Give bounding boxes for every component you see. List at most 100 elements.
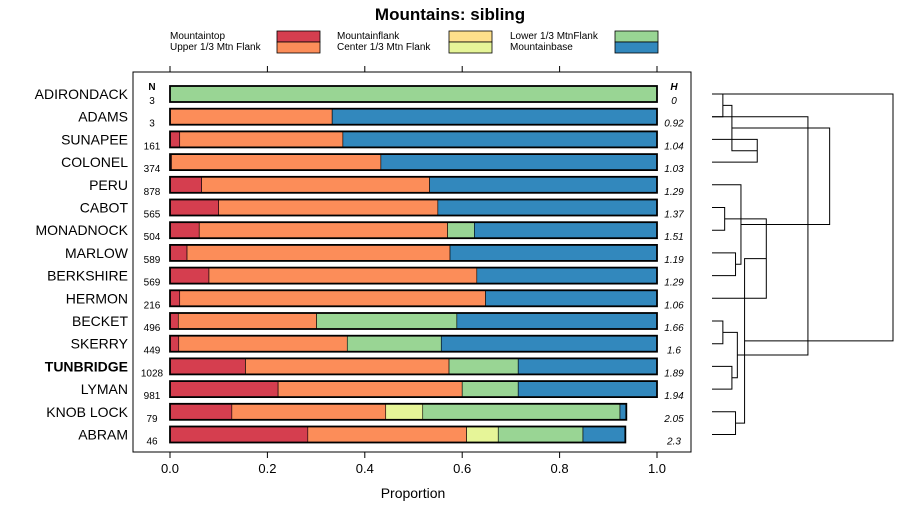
n-value: 449 — [144, 346, 161, 357]
bar-segment-upper-1-3-mtn-flank — [198, 221, 448, 239]
category-label: ADAMS — [78, 109, 128, 125]
dendrogram-link — [712, 93, 894, 342]
n-value: 216 — [144, 300, 161, 311]
dendrogram-link — [712, 116, 809, 356]
bar-segment-mountainbase — [456, 312, 658, 330]
dendrogram-link — [712, 320, 724, 345]
bar-segment-mountaintop — [169, 221, 200, 239]
bar-segment-mountainbase — [517, 358, 658, 375]
legend-swatch-mountaintop — [276, 30, 321, 43]
legend-label-lower-1-3-mtnflank: Lower 1/3 MtnFlank — [510, 31, 599, 42]
bar-segment-lower-1-3-mtnflank — [461, 380, 519, 398]
h-value: 1.89 — [664, 368, 684, 379]
category-label: BECKET — [72, 313, 128, 329]
category-label: PERU — [89, 177, 128, 193]
legend-label-mountaintop: Mountaintop — [170, 31, 225, 42]
bar-outline — [169, 243, 658, 262]
bar-outline — [169, 425, 627, 444]
bar-outline — [169, 107, 658, 126]
chart-title: Mountains: sibling — [375, 5, 525, 24]
dendrogram — [712, 93, 894, 435]
h-value: 2.05 — [663, 414, 684, 425]
bar-segment-mountainbase — [342, 131, 658, 148]
bar-outline — [169, 175, 658, 194]
bar-segment-mountaintop — [169, 199, 220, 216]
bar-segment-mountaintop — [169, 289, 181, 307]
h-value: 0 — [671, 96, 677, 107]
bar-segment-lower-1-3-mtnflank — [422, 403, 621, 421]
x-tick-label: 0.6 — [453, 461, 471, 476]
bar-segment-upper-1-3-mtn-flank — [218, 199, 439, 216]
bar-segment-mountaintop — [169, 267, 210, 284]
bar-segment-mountaintop — [169, 131, 181, 148]
bar-segment-upper-1-3-mtn-flank — [179, 289, 486, 307]
bar-segment-upper-1-3-mtn-flank — [179, 131, 344, 148]
bar-segment-upper-1-3-mtn-flank — [245, 358, 450, 375]
n-value: 589 — [144, 255, 161, 266]
h-value: 1.03 — [664, 164, 684, 175]
category-label: LYMAN — [81, 381, 128, 397]
bar-segment-upper-1-3-mtn-flank — [277, 380, 463, 398]
x-tick-label: 0.4 — [356, 461, 374, 476]
bar-segment-mountaintop — [169, 426, 309, 443]
legend-label-upper-1-3-mtn-flank: Upper 1/3 Mtn Flank — [170, 42, 262, 53]
n-value: 569 — [144, 278, 161, 289]
x-tick-label: 0.8 — [551, 461, 569, 476]
bar-segment-mountainbase — [380, 153, 658, 171]
bar-row-adirondack: ADIRONDACK 3 0 — [35, 85, 677, 107]
bar-row-abram: ABRAM 46 2.3 — [78, 425, 681, 448]
n-value: 878 — [144, 187, 161, 198]
n-value: 496 — [144, 323, 161, 334]
legend-swatch-mountainflank — [448, 30, 493, 43]
bar-row-berkshire: BERKSHIRE 569 1.29 — [47, 266, 684, 289]
bar-outline — [169, 221, 658, 240]
bar-segment-upper-1-3-mtn-flank — [231, 403, 387, 421]
bar-segment-mountainbase — [437, 199, 658, 216]
h-value: 1.51 — [664, 232, 683, 243]
n-value: 1028 — [141, 368, 164, 379]
category-label: HERMON — [66, 290, 128, 306]
bar-segment-upper-1-3-mtn-flank — [208, 267, 478, 284]
h-value: 1.29 — [664, 278, 684, 289]
dendrogram-link — [722, 331, 738, 379]
bar-segment-upper-1-3-mtn-flank — [169, 108, 333, 125]
h-value: 1.29 — [664, 187, 684, 198]
n-value: 374 — [144, 164, 161, 175]
plot-area: 0.0 0.2 0.4 0.6 0.8 1.0 N H ADIRONDACK 3 0 ADAMS 3 0.… — [35, 66, 692, 476]
category-label: COLONEL — [61, 154, 128, 170]
h-value: 1.6 — [667, 346, 681, 357]
bar-segment-center-1-3-mtn-flank — [466, 426, 499, 443]
x-axis-label: Proportion — [381, 485, 446, 501]
legend-swatch-lower-1-3-mtnflank — [614, 30, 659, 43]
bar-outline — [169, 85, 658, 103]
bar-segment-mountainbase — [485, 289, 658, 307]
n-value: 981 — [144, 391, 161, 402]
bar-segment-lower-1-3-mtnflank — [346, 335, 442, 353]
bar-row-peru: PERU 878 1.29 — [89, 175, 684, 198]
h-value: 1.19 — [664, 255, 684, 266]
bar-row-lyman: LYMAN 981 1.94 — [81, 380, 684, 402]
bar-row-adams: ADAMS 3 0.92 — [78, 107, 684, 130]
n-header: N — [148, 82, 155, 93]
h-value: 1.94 — [664, 391, 684, 402]
x-tick-label: 0.2 — [258, 461, 276, 476]
bar-row-sunapee: SUNAPEE 161 1.04 — [61, 130, 684, 152]
n-value: 161 — [144, 141, 161, 152]
h-value: 2.3 — [666, 437, 681, 448]
bar-segment-mountaintop — [169, 312, 179, 330]
h-value: 1.66 — [664, 323, 684, 334]
bar-row-tunbridge: TUNBRIDGE 1028 1.89 — [45, 357, 684, 379]
n-value: 565 — [144, 210, 161, 221]
bar-row-colonel: COLONEL 374 1.03 — [61, 153, 684, 175]
bar-segment-mountainbase — [582, 426, 626, 443]
bar-segment-mountaintop — [169, 335, 180, 353]
bar-row-marlow: MARLOW 589 1.19 — [65, 243, 684, 266]
bar-segment-upper-1-3-mtn-flank — [177, 312, 317, 330]
bar-segment-mountaintop — [169, 176, 202, 194]
x-tick-label: 0.0 — [161, 461, 179, 476]
bar-segment-mountaintop — [169, 380, 279, 398]
bar-segment-mountainbase — [474, 221, 658, 239]
bar-segment-upper-1-3-mtn-flank — [171, 153, 382, 171]
dendrogram-link — [712, 411, 737, 435]
